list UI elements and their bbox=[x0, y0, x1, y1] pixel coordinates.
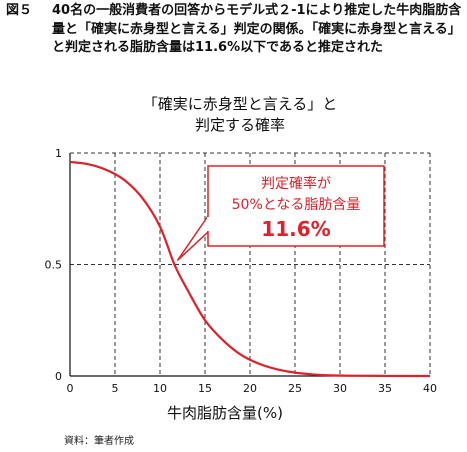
x-tick-label: 25 bbox=[288, 382, 302, 395]
annotation-line1: 判定確率が bbox=[261, 175, 331, 192]
x-tick-label: 15 bbox=[198, 382, 212, 395]
chart-title-line2: 判定する確率 bbox=[194, 116, 285, 134]
chart-ticks: 0 5 10 15 20 25 30 35 40 0 0.5 1 bbox=[45, 147, 438, 395]
annotation-box bbox=[207, 165, 385, 247]
y-tick-label: 0 bbox=[55, 370, 62, 383]
x-tick-label: 5 bbox=[112, 382, 119, 395]
x-tick-label: 10 bbox=[153, 382, 167, 395]
y-tick-label: 1 bbox=[55, 147, 62, 160]
chart-series bbox=[69, 160, 431, 378]
annotation-value: 11.6% bbox=[261, 217, 330, 241]
figure-caption-text: 40名の一般消費者の回答からモデル式２-1により推定した牛肉脂肪含量と「確実に赤… bbox=[52, 3, 462, 55]
annotation-line2: 50%となる脂肪含量 bbox=[232, 197, 361, 213]
chart-title-line1: 「確実に赤身型と言える」と bbox=[142, 95, 338, 113]
x-axis-label: 牛肉脂肪含量(%) bbox=[167, 404, 283, 422]
figure-label: 図５ bbox=[6, 3, 33, 18]
x-tick-label: 40 bbox=[423, 382, 437, 395]
x-tick-label: 20 bbox=[243, 382, 257, 395]
x-tick-label: 35 bbox=[378, 382, 392, 395]
x-tick-label: 30 bbox=[333, 382, 347, 395]
chart-annotation: 判定確率が 50%となる脂肪含量 11.6% bbox=[176, 165, 385, 262]
series-line bbox=[69, 160, 431, 378]
source-note: 資料：筆者作成 bbox=[64, 436, 134, 447]
chart-title: 「確実に赤身型と言える」と 判定する確率 bbox=[120, 94, 360, 136]
x-tick-label: 0 bbox=[67, 382, 74, 395]
annotation-pointer bbox=[176, 213, 209, 262]
y-tick-label: 0.5 bbox=[45, 259, 63, 272]
